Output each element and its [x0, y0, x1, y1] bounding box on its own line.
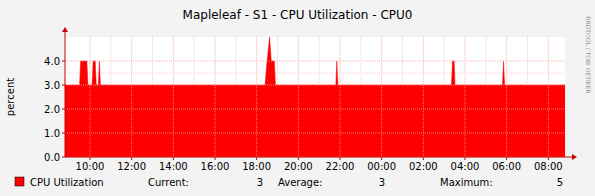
grid-line: [465, 37, 466, 157]
x-tick-label: 06:00: [492, 161, 521, 172]
watermark: RRDTOOL / TOBI OETIKER: [585, 16, 592, 93]
legend-stat-label: Maximum:: [440, 177, 493, 188]
title: Mapleleaf - S1 - CPU Utilization - CPU0: [183, 8, 413, 22]
y-tick-label: 0.0: [44, 152, 60, 163]
x-tick-label: 16:00: [201, 161, 230, 172]
y-tick-label: 1.0: [44, 128, 60, 139]
y-tick-label: 3.0: [44, 80, 60, 91]
x-tick-label: 22:00: [326, 161, 355, 172]
grid-line: [65, 61, 565, 62]
background: [0, 0, 595, 196]
grid-line: [65, 133, 565, 134]
x-tick-label: 02:00: [409, 161, 438, 172]
grid-line: [65, 109, 565, 110]
x-tick-label: 20:00: [284, 161, 313, 172]
x-tick-label: 10:00: [76, 161, 105, 172]
legend-label: CPU Utilization: [30, 177, 104, 188]
grid-line: [256, 37, 257, 157]
x-arrow: [572, 154, 577, 160]
grid-line: [298, 37, 299, 157]
grid-line: [423, 37, 424, 157]
x-tick-label: 00:00: [367, 161, 396, 172]
legend-stat-value: 5: [557, 177, 563, 188]
x-tick-label: 08:00: [534, 161, 563, 172]
legend-stat-label: Current:: [148, 177, 189, 188]
legend-swatch: [15, 177, 24, 186]
grid-line: [381, 37, 382, 157]
legend-stat-value: 3: [257, 177, 263, 188]
grid-line: [548, 37, 549, 157]
chart: Mapleleaf - S1 - CPU Utilization - CPU0 p…: [0, 0, 595, 196]
y-arrow: [62, 27, 68, 32]
x-axis: [65, 157, 573, 158]
grid-line: [131, 37, 132, 157]
series-group: [65, 37, 565, 157]
x-tick-label: 04:00: [451, 161, 480, 172]
grid-line: [340, 37, 341, 157]
y-label: percent: [5, 78, 16, 116]
y-tick-label: 2.0: [44, 104, 60, 115]
area: [65, 37, 565, 157]
x-tick-label: 18:00: [242, 161, 271, 172]
grid-line: [90, 37, 91, 157]
legend-stat-label: Average:: [278, 177, 322, 188]
grid: [65, 37, 565, 157]
grid-line: [215, 37, 216, 157]
legend-stat-value: 3: [379, 177, 385, 188]
grid-line: [65, 85, 565, 86]
grid-line: [506, 37, 507, 157]
minor-grid: [65, 73, 565, 74]
x-tick-label: 12:00: [117, 161, 146, 172]
x-tick-label: 14:00: [159, 161, 188, 172]
y-axis: [65, 31, 66, 157]
grid-line: [173, 37, 174, 157]
plot-area: [65, 37, 565, 157]
y-tick-label: 4.0: [44, 56, 60, 67]
